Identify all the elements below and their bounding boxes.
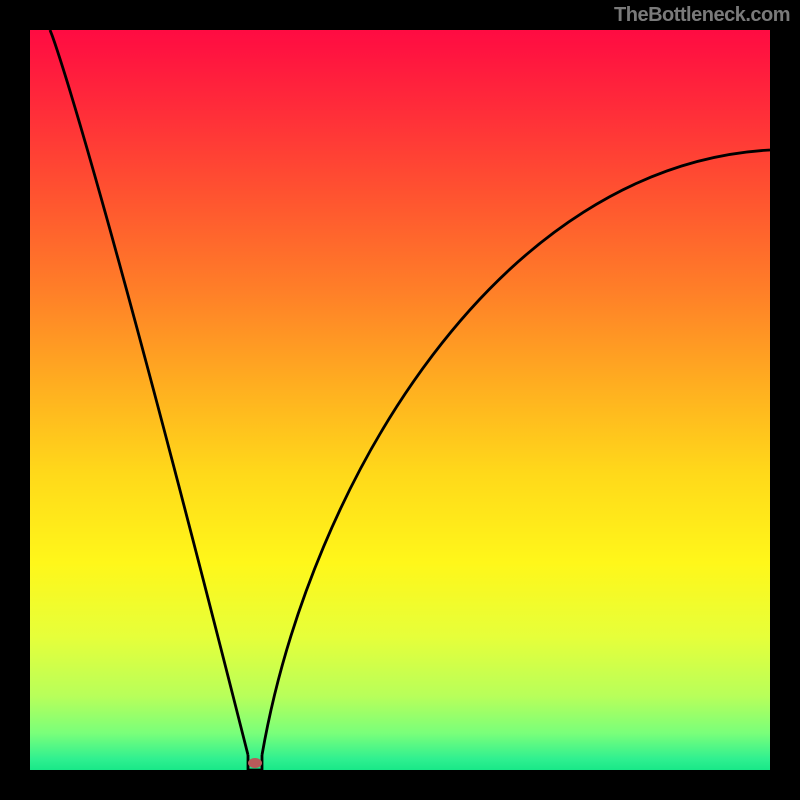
bottleneck-curve-chart [0,0,800,800]
bottleneck-marker [248,758,262,768]
chart-frame: TheBottleneck.com [0,0,800,800]
watermark-text: TheBottleneck.com [614,4,790,27]
